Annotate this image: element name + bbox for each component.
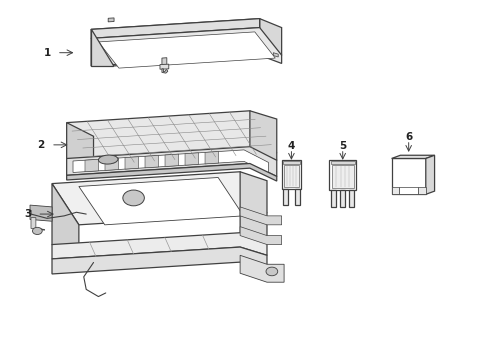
Polygon shape xyxy=(260,19,282,55)
Polygon shape xyxy=(349,190,354,207)
Circle shape xyxy=(266,267,278,276)
Polygon shape xyxy=(52,247,267,274)
Polygon shape xyxy=(162,69,168,73)
Polygon shape xyxy=(426,155,435,194)
Polygon shape xyxy=(52,184,79,253)
Text: 6: 6 xyxy=(405,132,412,142)
Polygon shape xyxy=(52,233,267,259)
Polygon shape xyxy=(30,205,52,221)
Polygon shape xyxy=(273,53,278,57)
Polygon shape xyxy=(91,19,260,39)
Polygon shape xyxy=(240,226,282,244)
Text: 1: 1 xyxy=(44,48,51,58)
Polygon shape xyxy=(165,154,179,166)
Polygon shape xyxy=(331,190,336,207)
Polygon shape xyxy=(98,23,276,66)
Text: 4: 4 xyxy=(288,141,295,151)
Polygon shape xyxy=(67,147,277,176)
Polygon shape xyxy=(185,153,199,165)
Polygon shape xyxy=(392,155,435,158)
Polygon shape xyxy=(105,158,119,170)
Text: 5: 5 xyxy=(339,141,346,151)
Circle shape xyxy=(32,227,42,234)
Polygon shape xyxy=(332,165,354,188)
Polygon shape xyxy=(329,160,356,190)
Polygon shape xyxy=(85,159,98,172)
Polygon shape xyxy=(67,111,277,165)
Polygon shape xyxy=(283,189,288,205)
Polygon shape xyxy=(91,30,113,66)
Polygon shape xyxy=(282,160,301,189)
Polygon shape xyxy=(284,165,299,187)
Polygon shape xyxy=(98,32,275,68)
Polygon shape xyxy=(52,172,267,225)
Polygon shape xyxy=(283,161,300,164)
Polygon shape xyxy=(240,207,282,225)
Polygon shape xyxy=(399,187,418,194)
Polygon shape xyxy=(125,157,139,169)
Polygon shape xyxy=(67,163,277,181)
Polygon shape xyxy=(162,58,167,65)
Circle shape xyxy=(123,190,145,206)
Polygon shape xyxy=(392,158,426,194)
Polygon shape xyxy=(91,19,282,66)
Polygon shape xyxy=(108,18,114,22)
Polygon shape xyxy=(392,187,399,194)
Polygon shape xyxy=(205,152,219,164)
Polygon shape xyxy=(240,172,267,241)
Polygon shape xyxy=(240,255,284,282)
Polygon shape xyxy=(295,189,300,205)
Polygon shape xyxy=(67,123,94,165)
Polygon shape xyxy=(160,64,169,69)
Polygon shape xyxy=(91,28,282,66)
Polygon shape xyxy=(73,150,269,174)
Text: 3: 3 xyxy=(24,209,31,219)
Polygon shape xyxy=(418,187,426,194)
Polygon shape xyxy=(31,218,45,230)
Polygon shape xyxy=(250,111,277,160)
Text: 2: 2 xyxy=(38,140,45,150)
Polygon shape xyxy=(331,161,355,164)
Ellipse shape xyxy=(98,155,118,164)
Polygon shape xyxy=(340,190,345,207)
Polygon shape xyxy=(79,177,244,225)
Polygon shape xyxy=(145,156,159,168)
